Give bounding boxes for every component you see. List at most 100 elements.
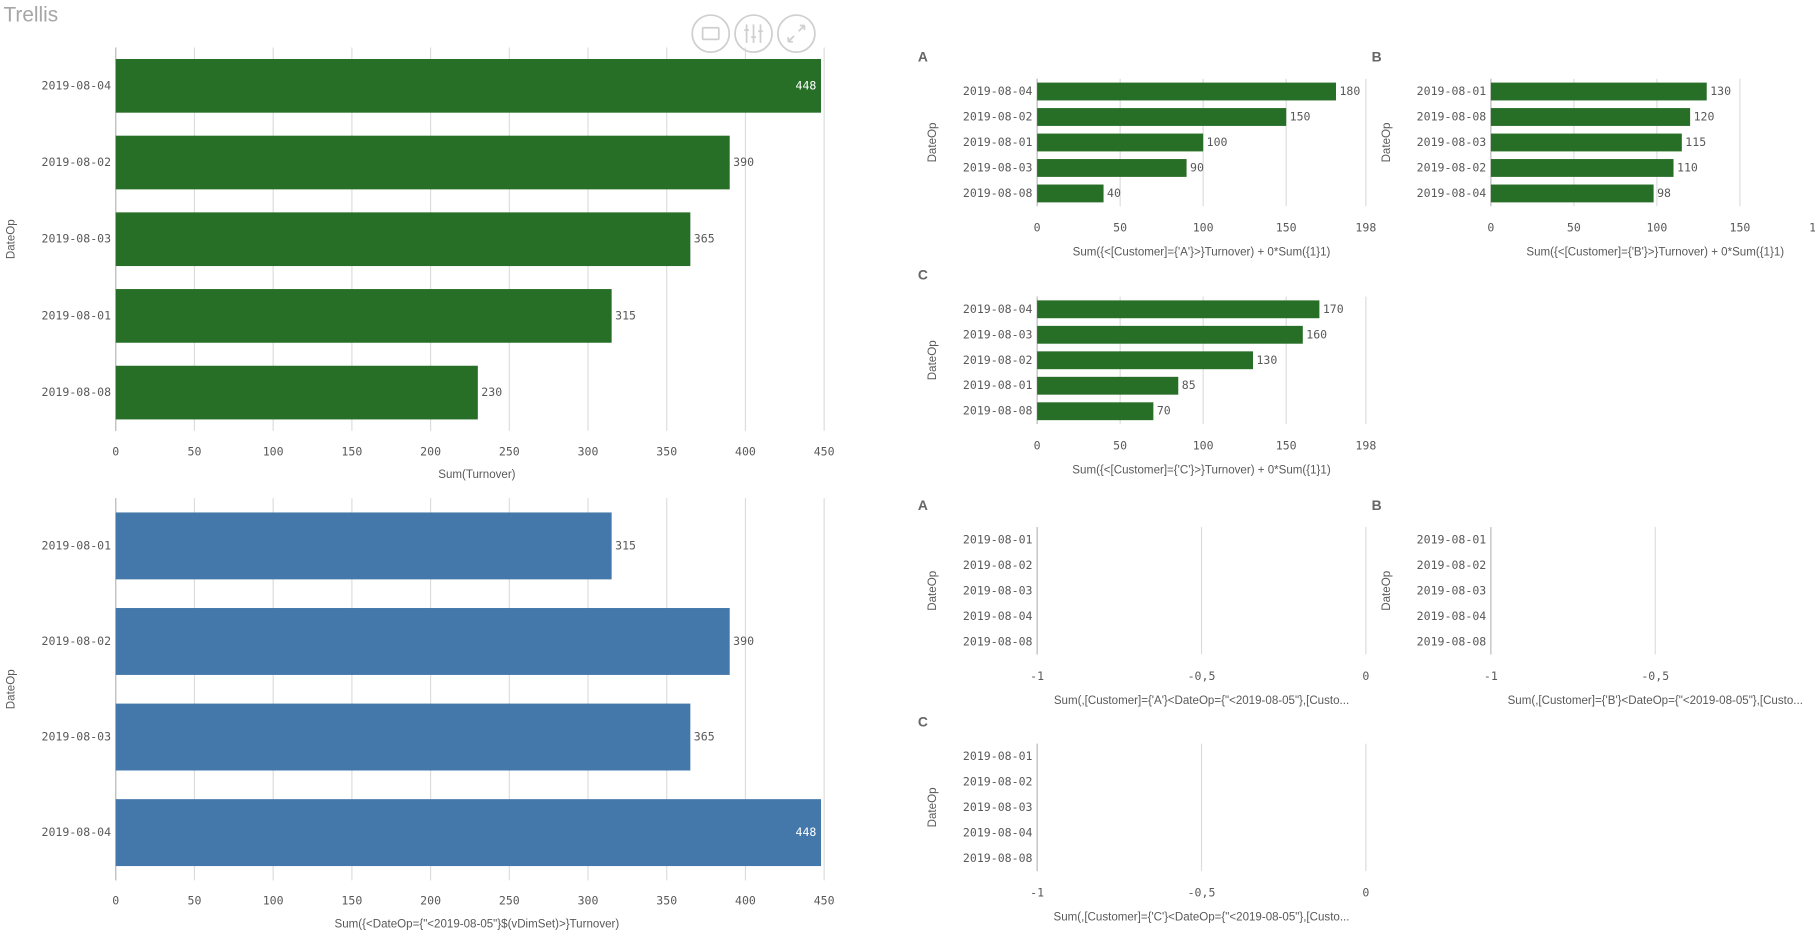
- x-tick-label: 300: [578, 894, 599, 908]
- expand-icon: [787, 24, 806, 43]
- x-tick-label: 150: [1729, 221, 1750, 235]
- y-tick-label: 2019-08-01: [963, 135, 1033, 149]
- x-tick-label: 200: [420, 444, 441, 458]
- y-tick-label: 2019-08-02: [1417, 558, 1487, 572]
- x-tick-label: 450: [814, 444, 835, 458]
- value-label: 85: [1182, 378, 1196, 392]
- value-label: 180: [1339, 84, 1360, 98]
- x-axis-title: Sum({<[Customer]={'C'}>}Turnover) + 0*Su…: [1072, 464, 1331, 476]
- x-axis-title: Sum({<[Customer]={'A'}>}Turnover) + 0*Su…: [1073, 247, 1331, 259]
- value-label: 150: [1290, 109, 1311, 123]
- x-tick-label: 150: [1276, 221, 1297, 235]
- value-label: 170: [1323, 302, 1344, 316]
- x-tick-label: 198: [1355, 221, 1376, 235]
- bar: [115, 365, 478, 420]
- bar: [1037, 402, 1154, 421]
- bar: [115, 608, 730, 675]
- fullscreen-button[interactable]: [776, 14, 816, 53]
- x-tick-label: 250: [499, 444, 520, 458]
- x-tick-label: 400: [735, 894, 756, 908]
- y-tick-label: 2019-08-01: [963, 378, 1033, 392]
- x-tick-label: 50: [187, 894, 201, 908]
- value-label: 130: [1710, 84, 1731, 98]
- y-axis-title: DateOp: [927, 571, 939, 611]
- snapshot-button[interactable]: [691, 14, 731, 53]
- x-tick-label: 50: [1113, 221, 1127, 235]
- value-label: 230: [481, 385, 502, 399]
- y-tick-label: 2019-08-03: [963, 583, 1033, 597]
- bar: [1490, 82, 1707, 101]
- panel-title: B: [1372, 497, 1382, 513]
- bar: [1490, 108, 1691, 126]
- x-tick-label: 350: [656, 444, 677, 458]
- x-tick-label: 0: [1034, 438, 1041, 452]
- bar: [115, 289, 612, 343]
- bar: [115, 135, 730, 190]
- value-label: 160: [1306, 327, 1327, 341]
- x-tick-label: 198: [1355, 438, 1376, 452]
- panel-title: A: [918, 49, 928, 65]
- x-tick-label: -0,5: [1641, 669, 1669, 683]
- y-tick-label: 2019-08-04: [1417, 609, 1487, 623]
- x-axis-title: Sum(Turnover): [438, 469, 515, 481]
- x-tick-label: 50: [1567, 221, 1581, 235]
- bar: [1037, 133, 1204, 152]
- y-axis-title: DateOp: [1381, 123, 1393, 163]
- value-label: 40: [1107, 186, 1121, 200]
- y-tick-label: 2019-08-08: [42, 385, 112, 399]
- bar: [1037, 376, 1179, 395]
- x-axis-title: Sum(,[Customer]={'A'}<DateOp={"<2019-08-…: [1054, 695, 1349, 707]
- x-tick-label: 0: [112, 894, 119, 908]
- x-tick-label: 100: [263, 444, 284, 458]
- value-label: 315: [615, 308, 636, 322]
- y-tick-label: 2019-08-04: [42, 825, 112, 839]
- x-tick-label: 150: [341, 894, 362, 908]
- y-tick-label: 2019-08-02: [963, 774, 1033, 788]
- y-tick-label: 2019-08-02: [963, 558, 1033, 572]
- value-label: 390: [733, 634, 754, 648]
- x-tick-label: 150: [1276, 438, 1297, 452]
- toolbar: [691, 14, 816, 53]
- y-tick-label: 2019-08-04: [963, 609, 1033, 623]
- value-label: 100: [1207, 135, 1228, 149]
- y-tick-label: 2019-08-02: [963, 353, 1033, 367]
- x-tick-label: -1: [1030, 886, 1044, 900]
- value-label: 365: [694, 730, 715, 744]
- y-tick-label: 2019-08-03: [963, 327, 1033, 341]
- y-tick-label: 2019-08-01: [1417, 84, 1487, 98]
- bar: [1037, 325, 1303, 344]
- x-tick-label: -1: [1030, 669, 1044, 683]
- y-tick-label: 2019-08-04: [963, 825, 1033, 839]
- y-tick-label: 2019-08-08: [963, 851, 1033, 865]
- x-tick-label: 250: [499, 894, 520, 908]
- x-tick-label: 100: [263, 894, 284, 908]
- bar: [1490, 159, 1674, 177]
- panel-title: B: [1372, 49, 1382, 65]
- y-tick-label: 2019-08-08: [963, 186, 1033, 200]
- x-tick-label: 300: [578, 444, 599, 458]
- bar: [1037, 300, 1320, 319]
- y-tick-label: 2019-08-01: [963, 532, 1033, 546]
- value-label: 315: [615, 538, 636, 552]
- bar: [1037, 82, 1336, 101]
- x-tick-label: 150: [341, 444, 362, 458]
- value-label: 70: [1157, 404, 1171, 418]
- x-tick-label: 200: [420, 894, 441, 908]
- bar: [1037, 351, 1253, 370]
- bar: [1037, 159, 1187, 177]
- y-tick-label: 2019-08-02: [1417, 160, 1487, 174]
- y-tick-label: 2019-08-04: [963, 302, 1033, 316]
- x-tick-label: 50: [187, 444, 201, 458]
- value-label: 90: [1190, 160, 1204, 174]
- x-tick-label: 198: [1809, 221, 1815, 235]
- y-tick-label: 2019-08-02: [42, 634, 112, 648]
- y-tick-label: 2019-08-04: [963, 84, 1033, 98]
- x-tick-label: -0,5: [1188, 669, 1216, 683]
- bar: [1490, 184, 1654, 203]
- x-tick-label: 400: [735, 444, 756, 458]
- x-tick-label: 350: [656, 894, 677, 908]
- exploration-button[interactable]: [734, 14, 773, 53]
- y-axis-title: DateOp: [927, 787, 939, 827]
- panel-title: C: [918, 266, 928, 282]
